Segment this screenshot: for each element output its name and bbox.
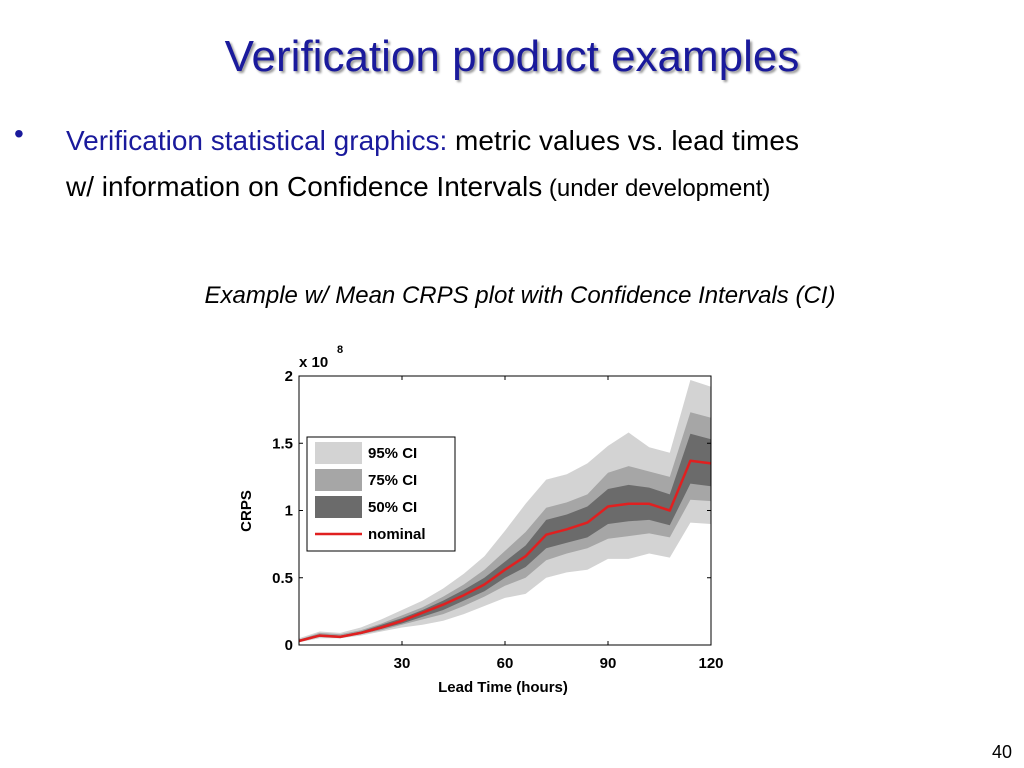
y-axis-label: CRPS (238, 490, 255, 532)
legend-label: 50% CI (368, 499, 417, 516)
bullet-small-note: (under development) (542, 175, 771, 202)
x-axis-label: Lead Time (hours) (438, 679, 568, 696)
y-tick-label: 2 (285, 368, 293, 385)
bullet-rest-line1: metric values vs. lead times (447, 125, 799, 156)
y-multiplier-label: x 10 (299, 354, 328, 371)
legend-label: nominal (368, 526, 426, 543)
ci-bands (299, 380, 711, 643)
x-tick-label: 60 (497, 655, 514, 672)
x-tick-label: 30 (394, 655, 411, 672)
legend-swatch-ci75 (315, 469, 362, 491)
y-tick-label: 0.5 (272, 570, 293, 587)
legend-swatch-ci95 (315, 442, 362, 464)
x-tick-label: 120 (698, 655, 723, 672)
page-number: 40 (991, 742, 1012, 762)
bullet-dot-icon: • (14, 118, 24, 149)
x-tick-label: 90 (600, 655, 617, 672)
y-multiplier-exponent: 8 (337, 344, 343, 356)
bullet-rest-line2: w/ information on Confidence Intervals (66, 171, 543, 202)
slide-title: Verification product examples (224, 32, 800, 81)
y-tick-label: 0 (285, 637, 293, 654)
chart-ticks: 0 0.5 1 1.5 2 30 60 90 120 (272, 368, 723, 672)
y-tick-label: 1 (285, 503, 293, 520)
chart-caption: Example w/ Mean CRPS plot with Confidenc… (204, 282, 836, 309)
bullet-lead-text: Verification statistical graphics: (66, 125, 448, 156)
nominal-line (298, 459, 712, 643)
legend-swatch-ci50 (315, 496, 362, 518)
ci75-band (299, 412, 711, 643)
bullet-text: Verification statistical graphics: metri… (66, 118, 996, 212)
y-tick-label: 1.5 (272, 435, 293, 452)
chart-legend: 95% CI 75% CI 50% CI nominal (306, 436, 456, 552)
nominal-series (298, 459, 712, 643)
legend-label: 75% CI (368, 472, 417, 489)
legend-label: 95% CI (368, 445, 417, 462)
